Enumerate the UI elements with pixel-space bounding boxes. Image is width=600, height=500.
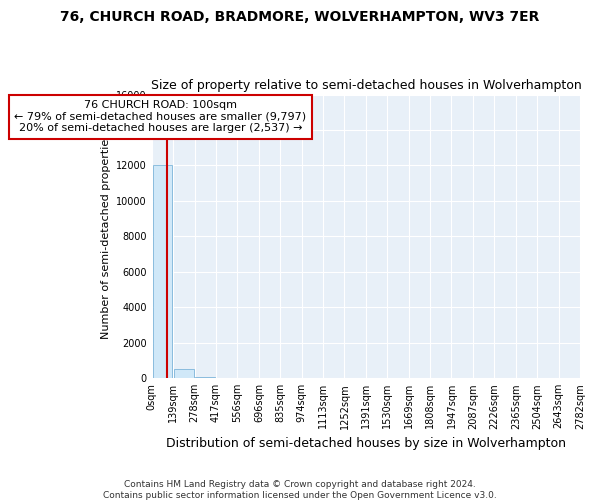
Text: 76 CHURCH ROAD: 100sqm
← 79% of semi-detached houses are smaller (9,797)
20% of : 76 CHURCH ROAD: 100sqm ← 79% of semi-det… [14,100,307,134]
Y-axis label: Number of semi-detached properties: Number of semi-detached properties [101,134,110,340]
Title: Size of property relative to semi-detached houses in Wolverhampton: Size of property relative to semi-detach… [151,79,581,92]
Text: 76, CHURCH ROAD, BRADMORE, WOLVERHAMPTON, WV3 7ER: 76, CHURCH ROAD, BRADMORE, WOLVERHAMPTON… [61,10,539,24]
X-axis label: Distribution of semi-detached houses by size in Wolverhampton: Distribution of semi-detached houses by … [166,437,566,450]
Text: Contains HM Land Registry data © Crown copyright and database right 2024.
Contai: Contains HM Land Registry data © Crown c… [103,480,497,500]
Bar [152,166,172,378]
Bar [174,370,194,378]
